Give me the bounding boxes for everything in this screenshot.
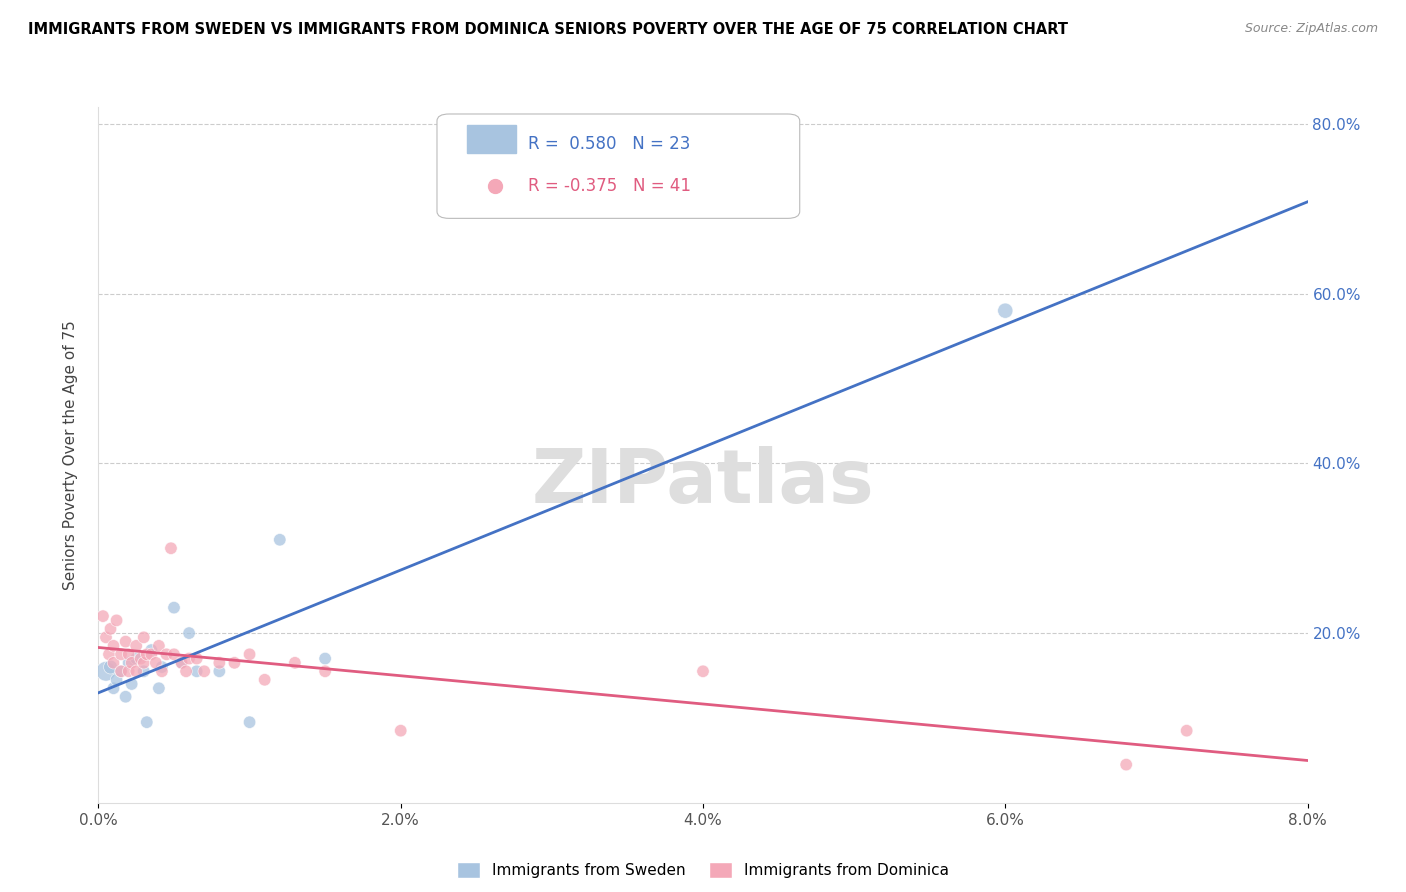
Point bbox=[284, 656, 307, 670]
Legend: Immigrants from Sweden, Immigrants from Dominica: Immigrants from Sweden, Immigrants from … bbox=[450, 855, 956, 886]
Point bbox=[110, 665, 132, 679]
Point bbox=[94, 631, 117, 645]
Point bbox=[103, 656, 125, 670]
Text: R =  0.580   N = 23: R = 0.580 N = 23 bbox=[527, 135, 690, 153]
Text: Source: ZipAtlas.com: Source: ZipAtlas.com bbox=[1244, 22, 1378, 36]
Point bbox=[129, 651, 152, 665]
Point bbox=[170, 656, 193, 670]
Point bbox=[118, 648, 141, 662]
Point bbox=[150, 660, 173, 674]
Point bbox=[94, 665, 117, 679]
Point bbox=[170, 656, 193, 670]
Point bbox=[314, 651, 336, 665]
Point bbox=[135, 648, 157, 662]
Point bbox=[132, 631, 155, 645]
Point bbox=[179, 626, 201, 640]
Point bbox=[389, 723, 412, 738]
Point bbox=[121, 677, 143, 691]
Point bbox=[91, 609, 114, 624]
Point bbox=[100, 660, 122, 674]
Point bbox=[100, 622, 122, 636]
Point bbox=[110, 648, 132, 662]
Point bbox=[121, 656, 143, 670]
Point bbox=[314, 665, 336, 679]
Point bbox=[145, 656, 167, 670]
Point bbox=[193, 665, 215, 679]
Point bbox=[224, 656, 246, 670]
Point bbox=[141, 648, 163, 662]
Text: ZIPatlas: ZIPatlas bbox=[531, 446, 875, 519]
Point bbox=[114, 634, 136, 648]
Point bbox=[132, 665, 155, 679]
Point bbox=[179, 651, 201, 665]
Point bbox=[118, 656, 141, 670]
Point bbox=[132, 656, 155, 670]
Point bbox=[186, 665, 208, 679]
Point bbox=[1175, 723, 1198, 738]
Point bbox=[148, 681, 170, 696]
Point bbox=[98, 648, 121, 662]
Point bbox=[103, 681, 125, 696]
Point bbox=[163, 600, 186, 615]
Point bbox=[208, 665, 231, 679]
Point bbox=[110, 665, 132, 679]
Point bbox=[163, 648, 186, 662]
Point bbox=[125, 651, 148, 665]
Point bbox=[269, 533, 291, 547]
Point bbox=[125, 665, 148, 679]
Point bbox=[1115, 757, 1137, 772]
Point bbox=[150, 665, 173, 679]
Point bbox=[239, 715, 262, 730]
Point bbox=[692, 665, 714, 679]
Point bbox=[114, 690, 136, 704]
Point bbox=[105, 673, 128, 687]
Bar bbox=[467, 125, 516, 153]
Point bbox=[105, 613, 128, 627]
Point bbox=[118, 665, 141, 679]
Point bbox=[148, 639, 170, 653]
Text: R = -0.375   N = 41: R = -0.375 N = 41 bbox=[527, 178, 690, 195]
Y-axis label: Seniors Poverty Over the Age of 75: Seniors Poverty Over the Age of 75 bbox=[63, 320, 77, 590]
Point bbox=[103, 639, 125, 653]
Point bbox=[141, 643, 163, 657]
Point bbox=[186, 651, 208, 665]
Point bbox=[253, 673, 276, 687]
Point bbox=[125, 639, 148, 653]
FancyBboxPatch shape bbox=[437, 114, 800, 219]
Point bbox=[208, 656, 231, 670]
Point bbox=[174, 665, 197, 679]
Point bbox=[135, 715, 157, 730]
Text: IMMIGRANTS FROM SWEDEN VS IMMIGRANTS FROM DOMINICA SENIORS POVERTY OVER THE AGE : IMMIGRANTS FROM SWEDEN VS IMMIGRANTS FRO… bbox=[28, 22, 1069, 37]
Point bbox=[994, 303, 1017, 318]
Point bbox=[239, 648, 262, 662]
Point bbox=[155, 648, 177, 662]
Point bbox=[160, 541, 183, 556]
